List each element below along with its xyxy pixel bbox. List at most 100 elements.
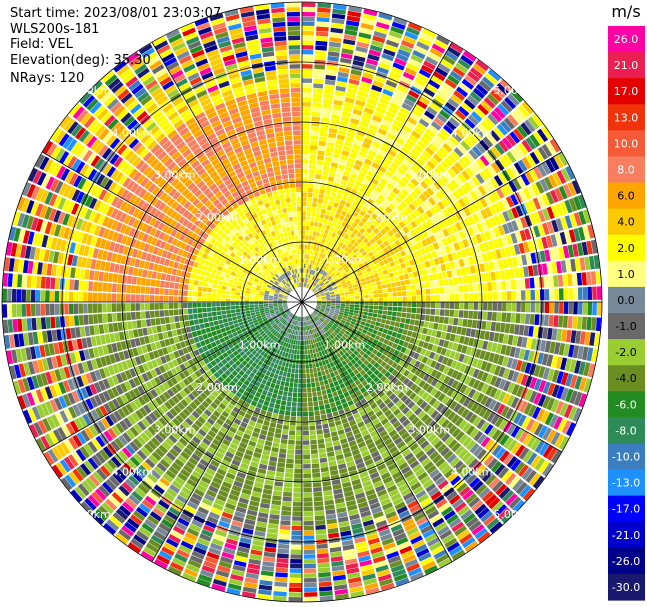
ppi-gate xyxy=(496,82,509,96)
ppi-gate xyxy=(308,416,315,421)
ppi-gate xyxy=(362,347,368,353)
ppi-gate xyxy=(331,332,336,338)
ppi-gate xyxy=(552,172,562,186)
ppi-gate xyxy=(317,198,324,204)
ppi-gate xyxy=(319,457,328,463)
ppi-gate xyxy=(383,186,392,194)
ppi-gate xyxy=(347,283,352,287)
ppi-gate xyxy=(402,218,410,226)
ppi-gate xyxy=(319,335,324,341)
ppi-gate xyxy=(337,368,343,374)
ppi-gate xyxy=(412,243,420,251)
ppi-gate xyxy=(330,191,337,198)
ppi-gate xyxy=(326,316,332,321)
ppi-gate xyxy=(380,236,387,243)
ppi-gate xyxy=(337,188,344,195)
ppi-gate xyxy=(326,342,331,348)
ppi-gate xyxy=(267,523,279,530)
ppi-gate xyxy=(451,325,458,334)
ppi-gate xyxy=(309,264,312,270)
ppi-gate xyxy=(457,158,468,169)
ppi-gate xyxy=(269,456,278,462)
ppi-gate xyxy=(328,313,333,317)
ppi-gate xyxy=(397,133,408,142)
ppi-gate xyxy=(263,385,270,391)
ppi-gate xyxy=(372,269,378,274)
ppi-gate xyxy=(368,305,374,309)
ppi-gate xyxy=(560,357,568,371)
ppi-gate xyxy=(332,8,346,15)
ppi-gate xyxy=(393,454,404,463)
ppi-gate xyxy=(291,406,297,412)
ppi-gate xyxy=(273,373,279,380)
ppi-gate xyxy=(520,313,526,324)
ppi-gate xyxy=(506,291,512,301)
ppi-gate xyxy=(320,208,326,214)
ppi-gate xyxy=(306,254,310,259)
ppi-gate xyxy=(359,247,365,254)
ppi-gate xyxy=(374,335,381,341)
ppi-gate xyxy=(364,305,369,309)
ppi-gate xyxy=(444,468,455,479)
ppi-gate xyxy=(583,378,592,393)
ppi-gate xyxy=(345,92,356,99)
ppi-gate xyxy=(576,242,584,256)
ppi-gate xyxy=(331,109,342,116)
ppi-gate xyxy=(506,423,517,436)
ppi-gate xyxy=(510,425,521,438)
ppi-gate xyxy=(393,158,402,167)
ppi-gate xyxy=(462,437,473,448)
ppi-gate xyxy=(518,242,525,254)
ppi-gate xyxy=(414,467,426,477)
ppi-gate xyxy=(360,321,366,326)
ppi-gate xyxy=(487,113,499,126)
ppi-gate xyxy=(270,382,276,389)
ppi-gate xyxy=(364,302,369,305)
ppi-gate xyxy=(304,273,307,278)
ppi-gate xyxy=(348,122,359,130)
ppi-gate xyxy=(318,247,323,253)
ppi-gate xyxy=(324,84,335,90)
ppi-gate xyxy=(268,402,275,408)
ppi-gate xyxy=(438,230,446,239)
ppi-gate xyxy=(331,206,338,213)
ppi-gate xyxy=(425,308,431,315)
ppi-gate xyxy=(287,444,295,450)
ppi-gate xyxy=(470,402,480,413)
ppi-gate xyxy=(303,554,316,559)
ppi-gate xyxy=(396,440,406,449)
ppi-gate xyxy=(538,425,548,439)
ppi-gate xyxy=(466,440,476,451)
ppi-gate xyxy=(487,302,493,311)
ppi-gate xyxy=(429,336,436,344)
ppi-gate xyxy=(507,114,519,127)
ppi-gate xyxy=(451,269,457,277)
ppi-gate xyxy=(311,126,320,132)
ppi-gate xyxy=(362,244,369,251)
ppi-gate xyxy=(356,155,365,162)
ppi-gate xyxy=(385,170,394,178)
ppi-gate xyxy=(459,384,468,394)
ppi-gate xyxy=(478,487,491,499)
ppi-gate xyxy=(302,11,316,17)
ppi-gate xyxy=(216,329,222,335)
ppi-gate xyxy=(462,489,474,501)
ppi-gate xyxy=(307,187,314,193)
ppi-gate xyxy=(458,198,467,208)
ppi-gate xyxy=(490,321,497,332)
ppi-gate xyxy=(586,271,592,285)
ppi-gate xyxy=(341,150,350,157)
ppi-gate xyxy=(408,324,414,331)
ppi-gate xyxy=(515,231,523,243)
ppi-gate xyxy=(482,136,494,148)
ppi-gate xyxy=(314,415,321,421)
ppi-gate xyxy=(310,435,317,440)
ppi-gate xyxy=(291,368,295,374)
ppi-gate xyxy=(370,391,377,398)
ppi-gate xyxy=(314,515,325,521)
ppi-gate xyxy=(389,102,400,111)
ppi-gate xyxy=(317,267,321,273)
ppi-gate xyxy=(346,319,352,323)
ppi-gate xyxy=(363,8,378,17)
ppi-gate xyxy=(326,299,331,301)
